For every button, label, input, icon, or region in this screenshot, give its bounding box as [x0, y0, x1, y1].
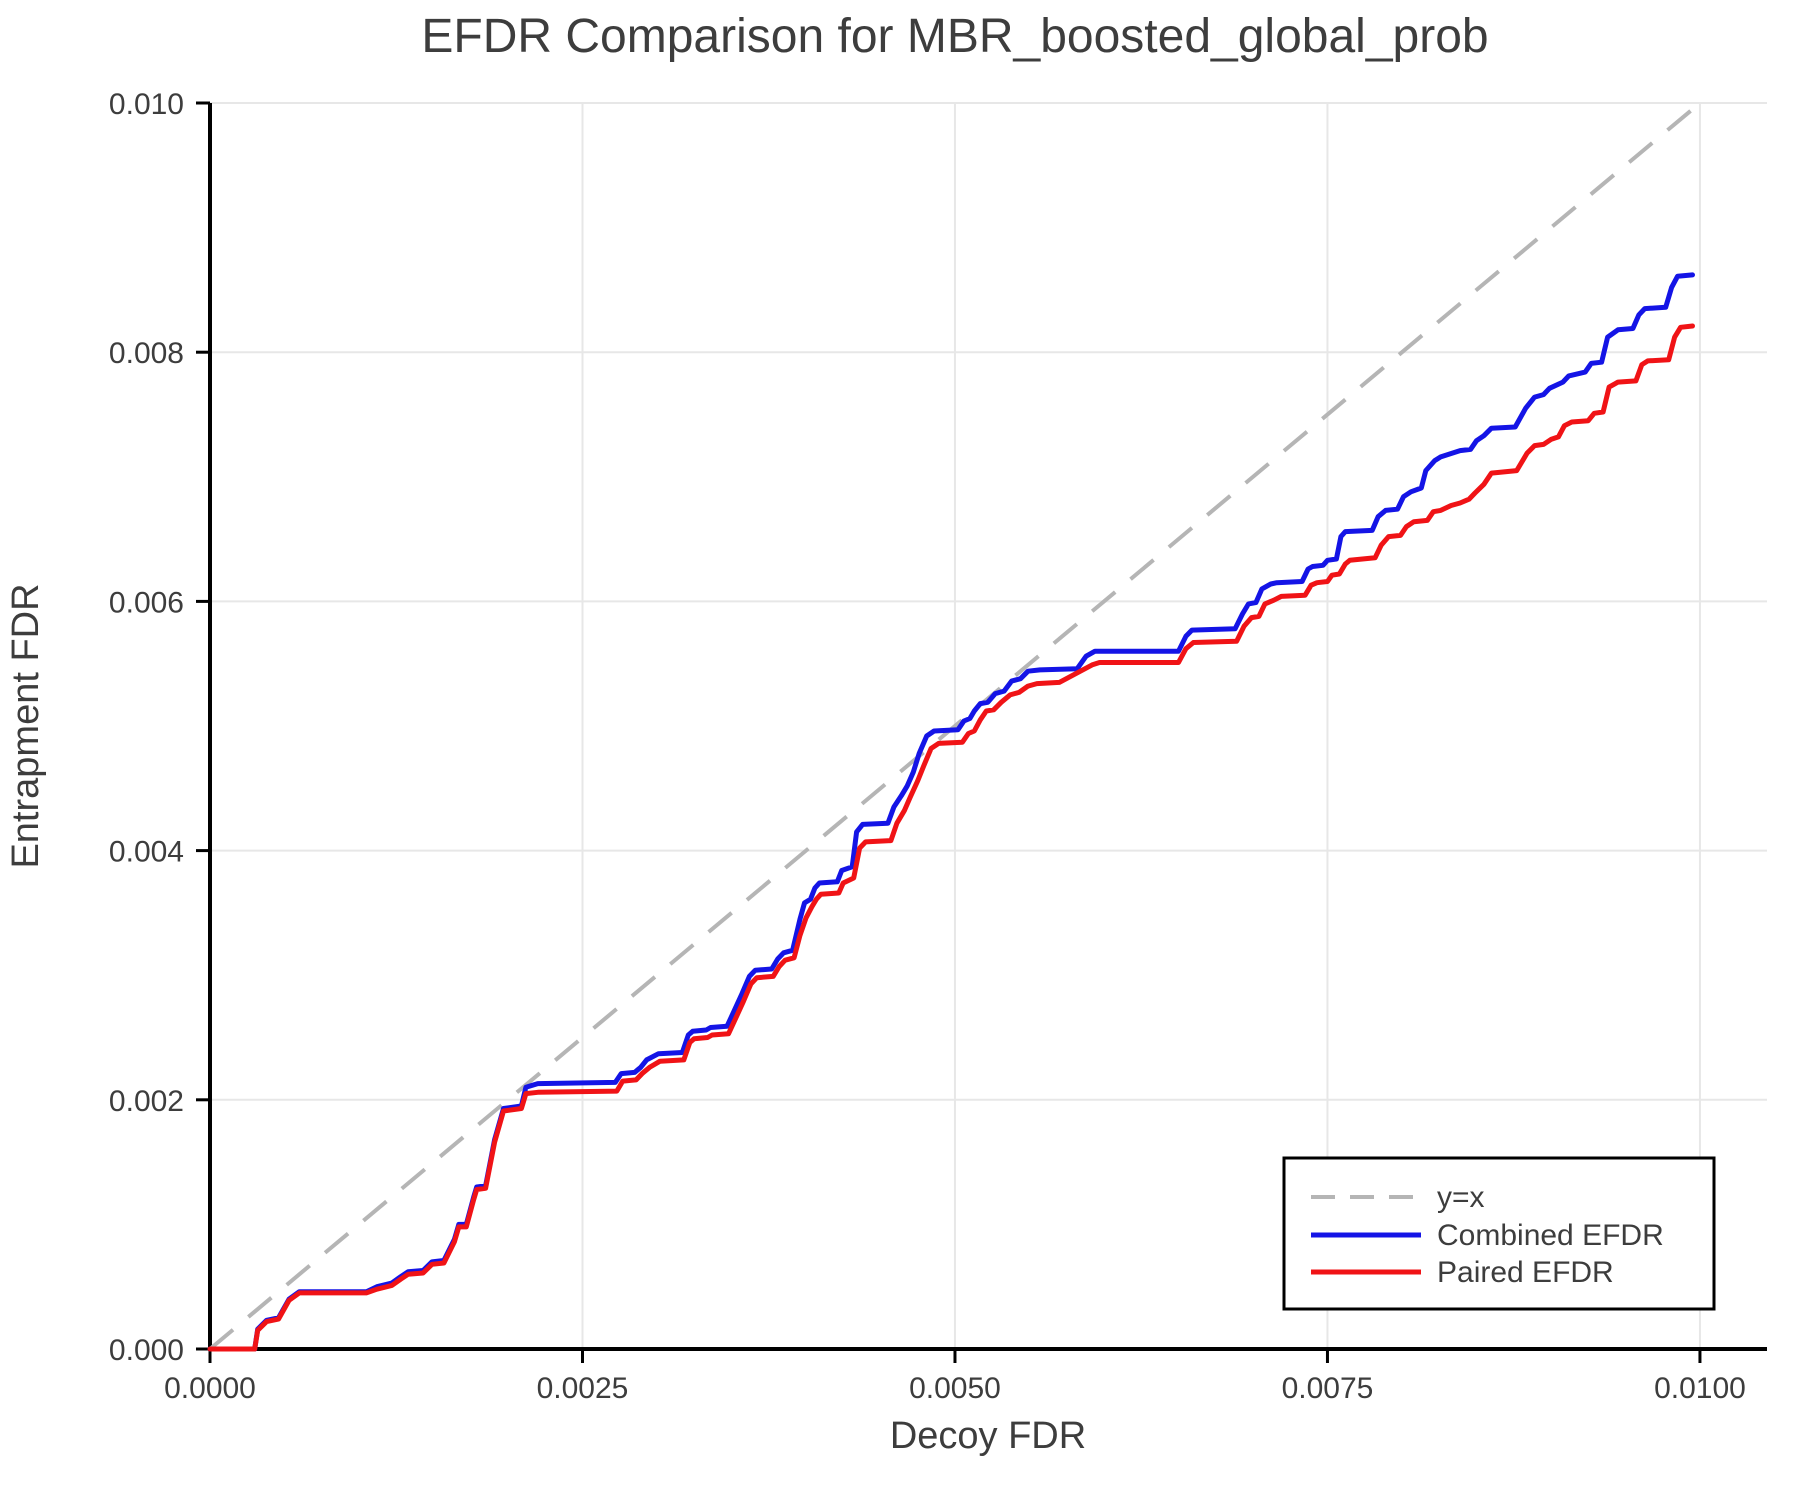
legend: y=x Combined EFDR Paired EFDR [1282, 1156, 1716, 1311]
plot-series [207, 101, 1702, 1352]
x-tick-label: 0.0000 [164, 1372, 256, 1405]
y-tick-label: 0.004 [109, 836, 184, 869]
identity-line [208, 101, 1702, 1351]
legend-label-identity: y=x [1437, 1181, 1485, 1214]
y-tick-label: 0.002 [109, 1085, 184, 1118]
x-tick-label: 0.0050 [909, 1372, 1001, 1405]
x-axis-label: Decoy FDR [890, 1415, 1086, 1457]
y-tick-labels: 0.000 0.002 0.004 0.006 0.008 0.010 [109, 88, 184, 1367]
x-tick-label: 0.0075 [1282, 1372, 1374, 1405]
tick-marks [196, 101, 1702, 1363]
paired-efdr-line [207, 323, 1695, 1352]
legend-label-paired: Paired EFDR [1437, 1256, 1614, 1289]
y-tick-label: 0.000 [109, 1334, 184, 1367]
y-tick-label: 0.006 [109, 586, 184, 619]
axes-spines [208, 103, 1767, 1351]
x-tick-labels: 0.0000 0.0025 0.0050 0.0075 0.0100 [164, 1372, 1746, 1405]
legend-label-combined: Combined EFDR [1437, 1219, 1664, 1252]
y-tick-label: 0.008 [109, 337, 184, 370]
x-tick-label: 0.0100 [1654, 1372, 1746, 1405]
chart-title: EFDR Comparison for MBR_boosted_global_p… [421, 10, 1488, 63]
y-tick-label: 0.010 [109, 88, 184, 121]
x-tick-label: 0.0025 [537, 1372, 629, 1405]
y-axis-label: Entrapment FDR [5, 583, 47, 868]
